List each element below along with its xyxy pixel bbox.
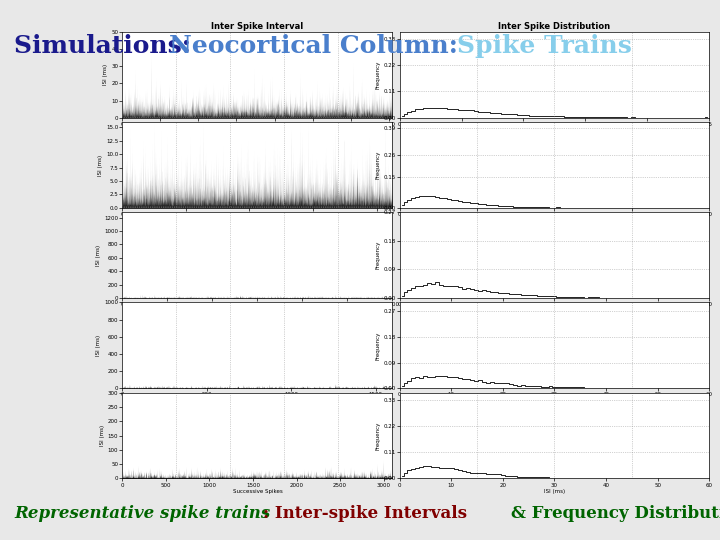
X-axis label: ISI (ms): ISI (ms) (544, 489, 565, 494)
Y-axis label: Frequency: Frequency (375, 421, 380, 450)
Text: Spike Trains: Spike Trains (457, 34, 632, 58)
X-axis label: ISI (ms): ISI (ms) (544, 219, 565, 224)
X-axis label: Successive Spikes: Successive Spikes (233, 399, 282, 404)
X-axis label: ISI (ms): ISI (ms) (544, 399, 565, 404)
Y-axis label: Frequency: Frequency (375, 331, 380, 360)
X-axis label: ISI (ms): ISI (ms) (544, 129, 565, 133)
X-axis label: Successive Spikes: Successive Spikes (233, 489, 282, 494)
Y-axis label: ISI (ms): ISI (ms) (100, 425, 105, 446)
Y-axis label: ISI (ms): ISI (ms) (104, 64, 109, 85)
Text: : Inter-spike Intervals: : Inter-spike Intervals (263, 504, 472, 522)
X-axis label: Successive Spikes: Successive Spikes (233, 129, 282, 133)
Y-axis label: Frequency: Frequency (375, 241, 380, 269)
Text: Representative spike trains: Representative spike trains (14, 504, 271, 522)
Text: Neocortical Column:: Neocortical Column: (169, 34, 467, 58)
X-axis label: Successive Spikes: Successive Spikes (233, 309, 282, 314)
X-axis label: ISI (ms): ISI (ms) (544, 309, 565, 314)
Title: Inter Spike Interval: Inter Spike Interval (211, 22, 304, 31)
X-axis label: Successive Spikes: Successive Spikes (233, 219, 282, 224)
Title: Inter Spike Distribution: Inter Spike Distribution (498, 22, 611, 31)
Text: & Frequency Distributions: & Frequency Distributions (511, 504, 720, 522)
Y-axis label: ISI (ms): ISI (ms) (96, 245, 102, 266)
Text: Simulations:: Simulations: (14, 34, 200, 58)
Y-axis label: ISI (ms): ISI (ms) (98, 154, 103, 176)
Y-axis label: Frequency: Frequency (375, 151, 380, 179)
Y-axis label: ISI (ms): ISI (ms) (96, 335, 102, 356)
Y-axis label: Frequency: Frequency (375, 60, 380, 89)
